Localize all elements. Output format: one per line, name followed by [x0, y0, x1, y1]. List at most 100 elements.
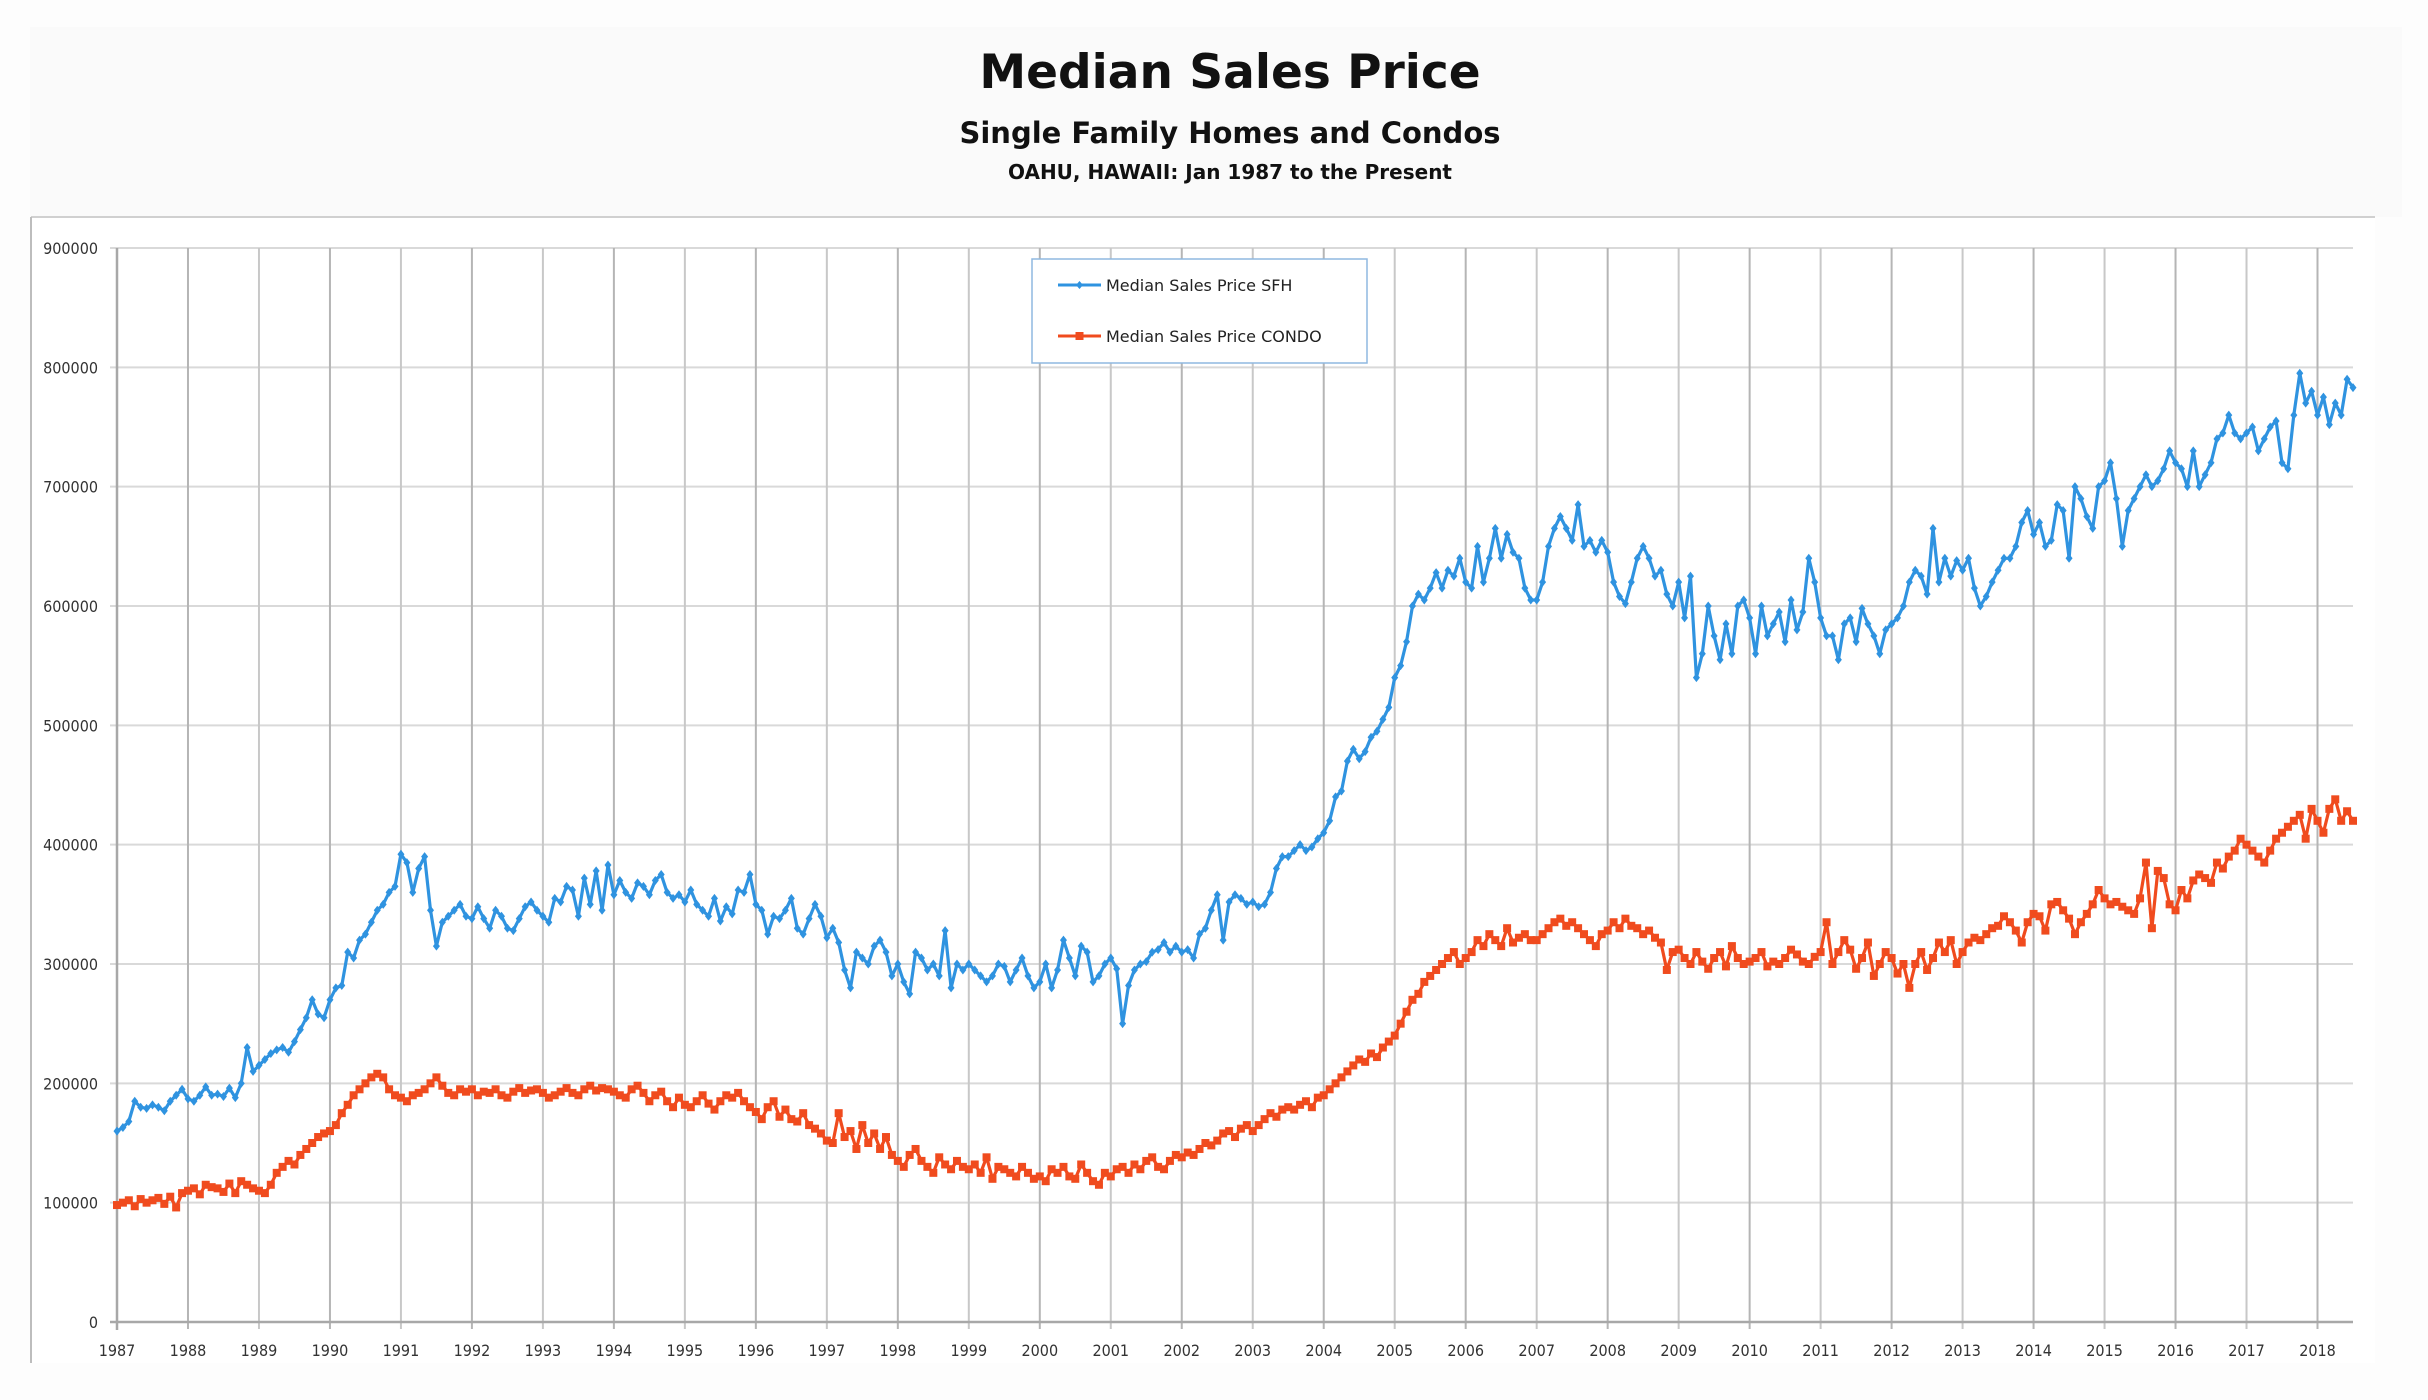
data-point-condo: [1875, 960, 1884, 968]
data-point-condo: [2035, 912, 2044, 921]
data-point-condo: [1940, 948, 1949, 957]
data-point-condo: [586, 1081, 595, 1090]
data-point-condo: [509, 1087, 518, 1096]
data-point-condo: [391, 1091, 400, 1100]
data-point-condo: [521, 1088, 530, 1097]
data-point-sfh: [379, 899, 387, 909]
data-point-condo: [899, 1162, 908, 1171]
data-point-sfh: [746, 870, 754, 879]
data-point-condo: [1018, 1162, 1027, 1171]
data-point-sfh: [1988, 577, 1996, 587]
data-point-condo: [929, 1168, 938, 1177]
data-point-condo: [698, 1091, 707, 1100]
data-point-condo: [325, 1127, 334, 1136]
data-point-condo: [1290, 1105, 1299, 1114]
data-point-sfh: [604, 860, 612, 870]
data-point-sfh: [1846, 613, 1854, 623]
data-point-sfh: [2284, 464, 2292, 474]
data-point-condo: [947, 1165, 956, 1174]
data-point-condo: [2153, 866, 2162, 875]
data-point-condo: [2331, 795, 2340, 804]
x-tick-label: 2009: [1660, 1341, 1697, 1360]
data-point-condo: [887, 1150, 896, 1159]
data-point-sfh: [1497, 553, 1505, 563]
data-point-sfh: [2166, 446, 2174, 456]
data-point-sfh: [1491, 523, 1499, 533]
data-point-condo: [645, 1097, 654, 1106]
data-point-sfh: [1686, 571, 1694, 581]
data-point-condo: [124, 1196, 133, 1205]
data-point-condo: [189, 1184, 198, 1193]
data-point-condo: [414, 1088, 423, 1097]
data-point-condo: [692, 1097, 701, 1106]
data-point-condo: [1142, 1156, 1151, 1165]
data-point-condo: [379, 1073, 388, 1082]
data-point-sfh: [1462, 577, 1470, 587]
data-point-condo: [462, 1087, 471, 1096]
data-point-condo: [1946, 936, 1955, 945]
data-point-sfh: [634, 878, 642, 888]
data-point-sfh: [1314, 834, 1322, 844]
data-point-sfh: [1278, 852, 1286, 862]
data-point-sfh: [1136, 959, 1144, 969]
data-point-sfh: [947, 983, 955, 993]
data-point-sfh: [1976, 601, 1984, 611]
data-point-sfh: [1763, 631, 1771, 641]
data-point-sfh: [279, 1043, 287, 1053]
data-point-condo: [1526, 936, 1535, 945]
data-point-sfh: [361, 929, 369, 939]
data-point-sfh: [1048, 983, 1056, 993]
data-point-sfh: [616, 875, 624, 885]
data-point-sfh: [752, 899, 760, 909]
x-tick-label: 2006: [1447, 1341, 1484, 1360]
data-point-condo: [1426, 971, 1435, 980]
data-point-sfh: [415, 864, 423, 874]
chart-title: Median Sales Price: [979, 45, 1480, 100]
data-point-condo: [2094, 886, 2103, 895]
data-point-sfh: [1474, 541, 1482, 551]
data-point-sfh: [2225, 410, 2233, 420]
data-point-condo: [2106, 900, 2115, 909]
data-point-sfh: [1799, 607, 1807, 617]
data-point-condo: [870, 1129, 879, 1138]
data-point-condo: [1964, 938, 1973, 947]
data-point-sfh: [1125, 980, 1133, 990]
data-point-condo: [1568, 918, 1577, 927]
x-tick-label: 1995: [667, 1341, 704, 1360]
data-point-sfh: [208, 1090, 216, 1100]
data-point-condo: [2254, 852, 2263, 861]
data-point-sfh: [1911, 565, 1919, 575]
data-point-sfh: [1935, 577, 1943, 587]
x-tick-label: 1988: [170, 1341, 207, 1360]
data-point-sfh: [1503, 529, 1511, 539]
data-point-condo: [1461, 954, 1470, 963]
data-point-sfh: [290, 1037, 298, 1047]
data-point-condo: [1923, 965, 1932, 974]
data-point-condo: [1349, 1061, 1358, 1070]
data-point-condo: [970, 1160, 979, 1169]
data-point-sfh: [1793, 625, 1801, 635]
data-point-condo: [1514, 933, 1523, 942]
data-point-condo: [1266, 1109, 1275, 1118]
data-point-condo: [1532, 936, 1541, 945]
data-point-condo: [716, 1097, 725, 1106]
data-point-sfh: [2278, 458, 2286, 468]
legend-sfh-marker-icon: [1076, 281, 1083, 289]
y-tick-label: 400000: [43, 836, 98, 855]
data-point-sfh: [829, 923, 837, 933]
data-point-sfh: [1030, 983, 1038, 993]
data-point-sfh: [249, 1066, 257, 1076]
data-point-sfh: [2325, 420, 2333, 430]
data-point-sfh: [1071, 971, 1079, 981]
data-point-condo: [1106, 1172, 1115, 1181]
data-point-sfh: [1882, 625, 1890, 635]
data-point-condo: [2053, 897, 2062, 906]
data-point-condo: [911, 1144, 920, 1153]
data-point-condo: [2260, 858, 2269, 867]
data-point-condo: [1810, 952, 1819, 961]
data-point-sfh: [781, 905, 789, 915]
data-point-condo: [1976, 936, 1985, 945]
data-point-condo: [1733, 954, 1742, 963]
data-point-condo: [1680, 954, 1689, 963]
data-point-sfh: [610, 890, 618, 900]
